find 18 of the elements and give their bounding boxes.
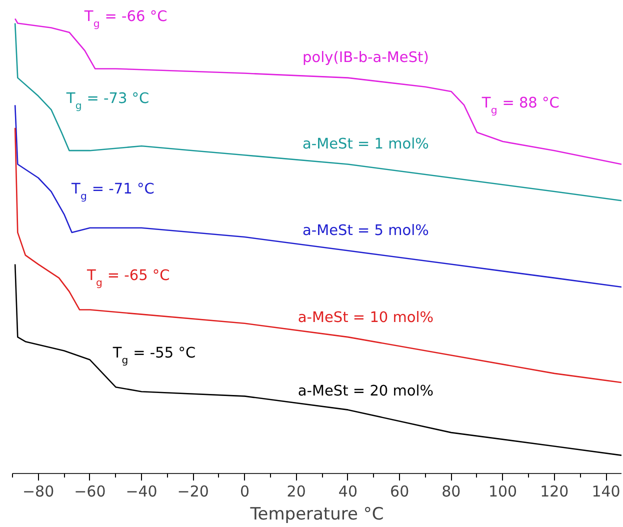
x-tick-label: −40 — [126, 482, 158, 500]
series-label: poly(IB-b-a-MeSt) — [302, 50, 429, 66]
series-label: a-MeSt = 20 mol% — [298, 384, 434, 400]
x-tick-label: 120 — [540, 482, 569, 500]
x-tick-label: 80 — [442, 482, 461, 500]
x-tick-label: 100 — [488, 482, 518, 500]
series-label: a-MeSt = 5 mol% — [302, 222, 429, 239]
x-tick-label: −20 — [177, 482, 209, 500]
x-tick-label: −60 — [74, 482, 106, 500]
x-axis-title: Temperature °C — [249, 504, 384, 524]
x-tick-label: 40 — [338, 482, 358, 500]
x-tick-label: 140 — [592, 482, 620, 500]
x-tick-label: −80 — [22, 482, 54, 500]
x-tick-label: 20 — [286, 482, 306, 500]
series-label: a-MeSt = 10 mol% — [298, 310, 434, 326]
x-tick-label: 0 — [240, 482, 250, 500]
series-label: a-MeSt = 1 mol% — [302, 136, 429, 153]
x-tick-label: 60 — [390, 482, 410, 500]
